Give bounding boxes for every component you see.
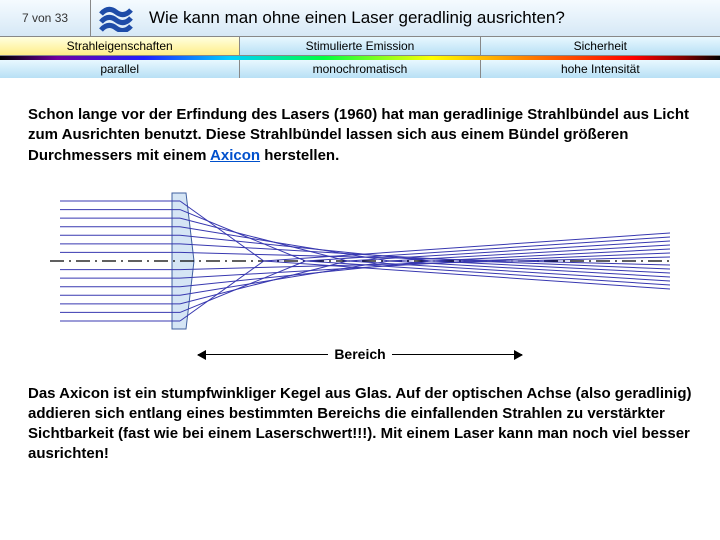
content-area: Schon lange vor der Erfindung des Lasers…: [0, 78, 720, 490]
subtab-parallel[interactable]: parallel: [0, 60, 240, 78]
paragraph-explain: Das Axicon ist ein stumpfwinkliger Kegel…: [28, 384, 692, 465]
tab-strahleigenschaften[interactable]: Strahleigenschaften: [0, 37, 240, 55]
axicon-link[interactable]: Axicon: [210, 147, 260, 164]
page-title: Wie kann man ohne einen Laser geradlinig…: [141, 0, 720, 36]
primary-tabs: Strahleigenschaften Stimulierte Emission…: [0, 37, 720, 56]
tab-stimulierte-emission[interactable]: Stimulierte Emission: [240, 37, 480, 55]
logo-icon: [91, 0, 141, 36]
page-current: 7: [22, 11, 29, 25]
para1-text-b: herstellen.: [260, 147, 339, 164]
subtab-hohe-intensitaet[interactable]: hohe Intensität: [481, 60, 720, 78]
page-sep: von: [32, 11, 51, 25]
paragraph-intro: Schon lange vor der Erfindung des Lasers…: [28, 105, 692, 166]
bereich-label-row: Bereich: [28, 345, 692, 364]
para1-text-a: Schon lange vor der Erfindung des Lasers…: [28, 106, 689, 164]
tab-sicherheit[interactable]: Sicherheit: [481, 37, 720, 55]
bereich-label: Bereich: [334, 345, 385, 364]
axicon-diagram: [50, 181, 670, 341]
secondary-tabs: parallel monochromatisch hohe Intensität: [0, 60, 720, 78]
page-total: 33: [55, 11, 68, 25]
para2-text: Das Axicon ist ein stumpfwinkliger Kegel…: [28, 385, 691, 463]
page-counter: 7 von 33: [0, 0, 91, 36]
arrow-right-icon: [392, 354, 522, 355]
subtab-monochromatisch[interactable]: monochromatisch: [240, 60, 480, 78]
arrow-left-icon: [198, 354, 328, 355]
